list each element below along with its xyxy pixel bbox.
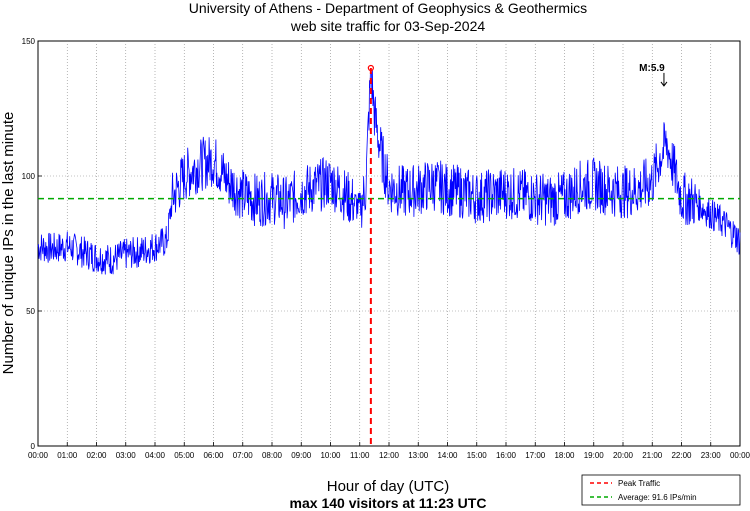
- legend-peak-label: Peak Traffic: [618, 479, 660, 488]
- x-tick-label: 17:00: [525, 451, 546, 460]
- y-tick-label: 100: [22, 172, 36, 181]
- x-tick-label: 10:00: [320, 451, 341, 460]
- legend-box: [581, 474, 741, 506]
- y-tick-label: 50: [26, 307, 35, 316]
- x-tick-label: 06:00: [203, 451, 224, 460]
- legend-average-label: Average: 91.6 IPs/min: [618, 493, 697, 502]
- y-axis-label: Number of unique IPs in the last minute: [0, 112, 17, 375]
- x-tick-label: 20:00: [613, 451, 634, 460]
- grid-lines: [38, 41, 740, 446]
- x-tick-label: 04:00: [145, 451, 166, 460]
- x-tick-label: 02:00: [86, 451, 107, 460]
- x-tick-label: 16:00: [496, 451, 517, 460]
- x-tick-label: 15:00: [467, 451, 488, 460]
- x-tick-label: 00:00: [730, 451, 750, 460]
- x-tick-label: 18:00: [554, 451, 575, 460]
- x-tick-label: 08:00: [262, 451, 283, 460]
- x-tick-label: 09:00: [291, 451, 312, 460]
- x-axis-label: Hour of day (UTC): [327, 478, 450, 495]
- x-tick-label: 14:00: [437, 451, 458, 460]
- y-tick-label: 0: [31, 442, 36, 451]
- annotation-arrow-icon: [660, 72, 668, 87]
- chart-title: University of Athens - Department of Geo…: [189, 0, 587, 16]
- x-tick-label: 03:00: [116, 451, 137, 460]
- x-tick-label: 05:00: [174, 451, 195, 460]
- chart-subtitle: web site traffic for 03-Sep-2024: [290, 18, 486, 34]
- x-tick-label: 07:00: [233, 451, 254, 460]
- legend: Peak Traffic Average: 91.6 IPs/min: [581, 474, 741, 506]
- y-tick-label: 150: [22, 37, 36, 46]
- x-tick-label: 12:00: [379, 451, 400, 460]
- max-visitors-note: max 140 visitors at 11:23 UTC: [290, 495, 487, 511]
- annotation-label: M:5.9: [639, 63, 665, 74]
- x-tick-label: 13:00: [408, 451, 429, 460]
- x-tick-label: 01:00: [57, 451, 78, 460]
- x-tick-label: 19:00: [584, 451, 605, 460]
- x-tick-label: 23:00: [701, 451, 722, 460]
- x-tick-label: 00:00: [28, 451, 49, 460]
- x-tick-label: 21:00: [642, 451, 663, 460]
- y-axis: 0 50 100 150: [22, 37, 42, 451]
- x-axis: 00:00 01:00 02:00 03:00 04:00 05:00 06:00 07:00…: [28, 442, 750, 460]
- x-tick-label: 22:00: [671, 451, 692, 460]
- annotation-arrow-head: [660, 81, 668, 87]
- x-tick-label: 11:00: [350, 451, 370, 460]
- peak-marker: [367, 64, 374, 72]
